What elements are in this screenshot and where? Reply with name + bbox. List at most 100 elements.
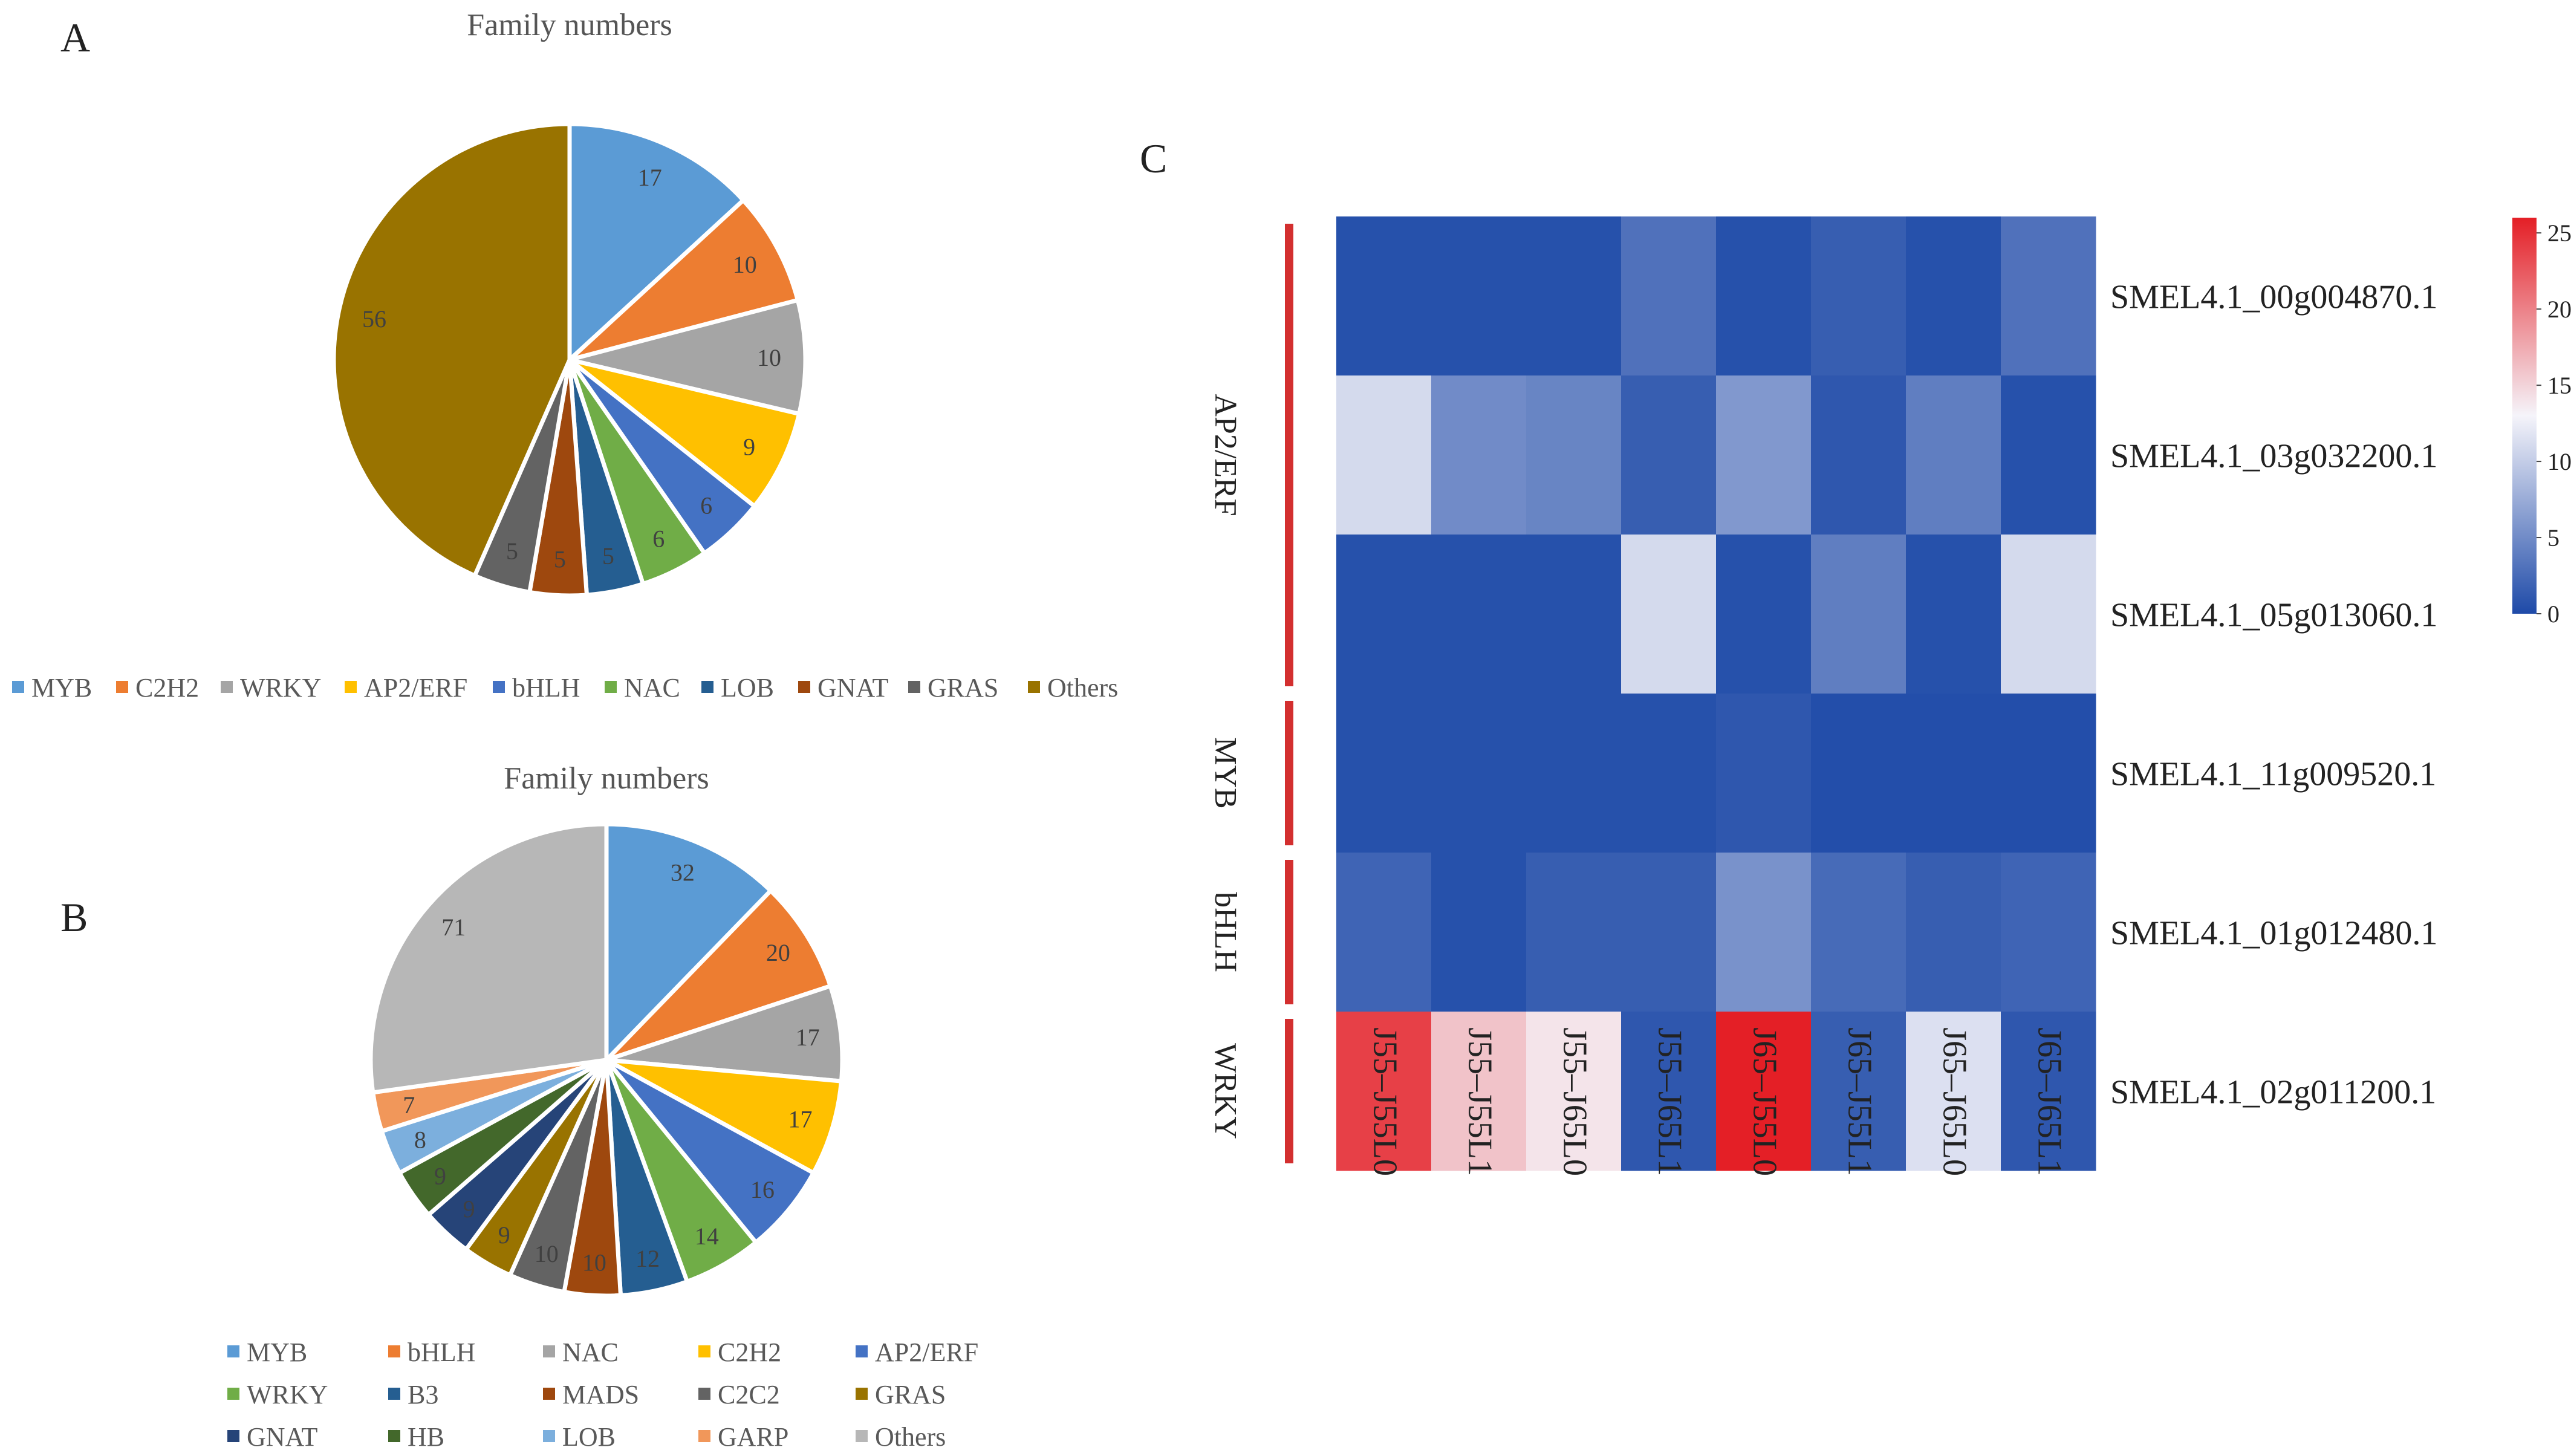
pie-value-label: 9 — [498, 1221, 510, 1249]
condition-label: J55–J65L0 — [1556, 1027, 1594, 1176]
legend-entry: bHLH — [408, 1337, 475, 1367]
legend-entry: NAC — [624, 673, 680, 703]
heatmap-cell — [1621, 216, 1717, 376]
heatmap — [1336, 216, 2096, 1171]
legend-entry: WRKY — [247, 1380, 328, 1409]
heatmap-cell — [1431, 375, 1527, 535]
legend-entry: LOB — [721, 673, 774, 703]
pie-slice-c2h2 — [568, 197, 801, 362]
gene-label: SMEL4.1_00g004870.1 — [2110, 279, 2437, 316]
legend-swatch — [12, 681, 24, 693]
group-label: MYB — [1208, 737, 1243, 808]
heatmap-cell — [1811, 535, 1906, 694]
heatmap-cell — [2001, 694, 2096, 853]
heatmap-cell — [1621, 375, 1717, 535]
condition-label: J55–J55L1 — [1461, 1027, 1499, 1176]
heatmap-cell — [1621, 694, 1717, 853]
legend-swatch — [227, 1388, 239, 1400]
pie-slice-wrky — [569, 297, 808, 417]
group-bar — [1285, 701, 1293, 845]
legend-entry: MADS — [562, 1380, 639, 1409]
legend-swatch — [543, 1345, 555, 1357]
heatmap-cell — [1716, 1012, 1812, 1171]
heatmap-cell — [1906, 375, 2001, 535]
legend-swatch — [856, 1388, 868, 1400]
legend-swatch — [701, 681, 713, 693]
condition-label: J55–J65L1 — [1651, 1027, 1689, 1176]
gene-label: SMEL4.1_01g012480.1 — [2110, 915, 2437, 952]
legend-swatch — [543, 1388, 555, 1400]
pie-slice-others — [331, 122, 572, 579]
pie-value-label: 8 — [414, 1126, 426, 1153]
legend-entry: AP2/ERF — [364, 673, 467, 703]
legend-swatch — [345, 681, 357, 693]
colorbar-tick-label: 25 — [2547, 219, 2571, 247]
legend-swatch — [221, 681, 233, 693]
legend-entry: MYB — [31, 673, 92, 703]
legend-entry: MYB — [247, 1337, 307, 1367]
legend-swatch — [798, 681, 810, 693]
legend-entry: GNAT — [247, 1422, 317, 1452]
legend-swatch — [856, 1430, 868, 1442]
pie-slice-ap2-erf — [605, 1058, 817, 1246]
pie-value-label: 7 — [403, 1091, 415, 1119]
heatmap-cell — [1716, 375, 1812, 535]
legend-entry: GARP — [718, 1422, 788, 1452]
pie-value-label: 9 — [463, 1195, 475, 1223]
legend-swatch — [605, 681, 617, 693]
heatmap-cell — [1336, 535, 1432, 694]
legend-entry: WRKY — [240, 673, 321, 703]
heatmap-cell — [1716, 535, 1812, 694]
pie-value-label: 9 — [434, 1162, 446, 1189]
gene-label: SMEL4.1_05g013060.1 — [2110, 597, 2437, 634]
heatmap-cell — [1526, 853, 1622, 1012]
pie-value-label: 16 — [750, 1176, 775, 1203]
pie-value-label: 14 — [695, 1223, 719, 1250]
pie-value-label: 71 — [441, 914, 466, 941]
colorbar-gradient — [2512, 218, 2537, 614]
panel-b-label: B — [60, 894, 88, 940]
pie-slice-myb — [604, 822, 774, 1065]
heatmap-colorbar: 0 5 10 15 20 25 — [2512, 218, 2571, 628]
legend-entry: GRAS — [928, 673, 998, 703]
heatmap-cell — [1621, 1012, 1717, 1171]
pie-slice-myb — [567, 122, 747, 365]
legend-entry: bHLH — [512, 673, 580, 703]
pie-value-label: 5 — [602, 542, 614, 570]
heatmap-cell — [2001, 535, 2096, 694]
heatmap-cell — [1811, 694, 1906, 853]
heatmap-cell — [1716, 694, 1812, 853]
condition-label: J65–J55L1 — [1841, 1027, 1879, 1176]
legend-swatch — [908, 681, 920, 693]
group-label: AP2/ERF — [1208, 394, 1243, 516]
heatmap-cell — [2001, 853, 2096, 1012]
legend-entry: HB — [408, 1422, 444, 1452]
pie-value-label: 20 — [766, 939, 790, 966]
heatmap-cell — [1716, 853, 1812, 1012]
colorbar-tick-label: 20 — [2547, 296, 2571, 323]
legend-swatch — [388, 1430, 400, 1442]
heatmap-cell — [2001, 216, 2096, 376]
heatmap-cell — [1431, 853, 1527, 1012]
legend-entry: Others — [1047, 673, 1118, 703]
legend-entry: GNAT — [817, 673, 888, 703]
pie-value-label: 6 — [652, 525, 665, 552]
group-label: bHLH — [1208, 892, 1243, 972]
pie-value-label: 6 — [700, 492, 712, 519]
legend-entry: C2H2 — [135, 673, 199, 703]
pie-value-label: 9 — [743, 434, 755, 461]
heatmap-row-labels: SMEL4.1_00g004870.1 SMEL4.1_03g032200.1 SM… — [2110, 279, 2437, 1111]
pie-value-label: 10 — [535, 1240, 559, 1267]
heatmap-cell — [1906, 535, 2001, 694]
heatmap-cell — [1811, 853, 1906, 1012]
pie-slice-nac — [605, 983, 845, 1084]
heatmap-cell — [1526, 694, 1622, 853]
heatmap-cell — [1431, 694, 1527, 853]
heatmap-cell — [1621, 853, 1717, 1012]
legend-entry: B3 — [408, 1380, 438, 1409]
colorbar-tick-label: 10 — [2547, 448, 2571, 475]
legend-swatch — [388, 1345, 400, 1357]
heatmap-cell — [1336, 853, 1432, 1012]
legend-entry: Others — [875, 1422, 946, 1452]
